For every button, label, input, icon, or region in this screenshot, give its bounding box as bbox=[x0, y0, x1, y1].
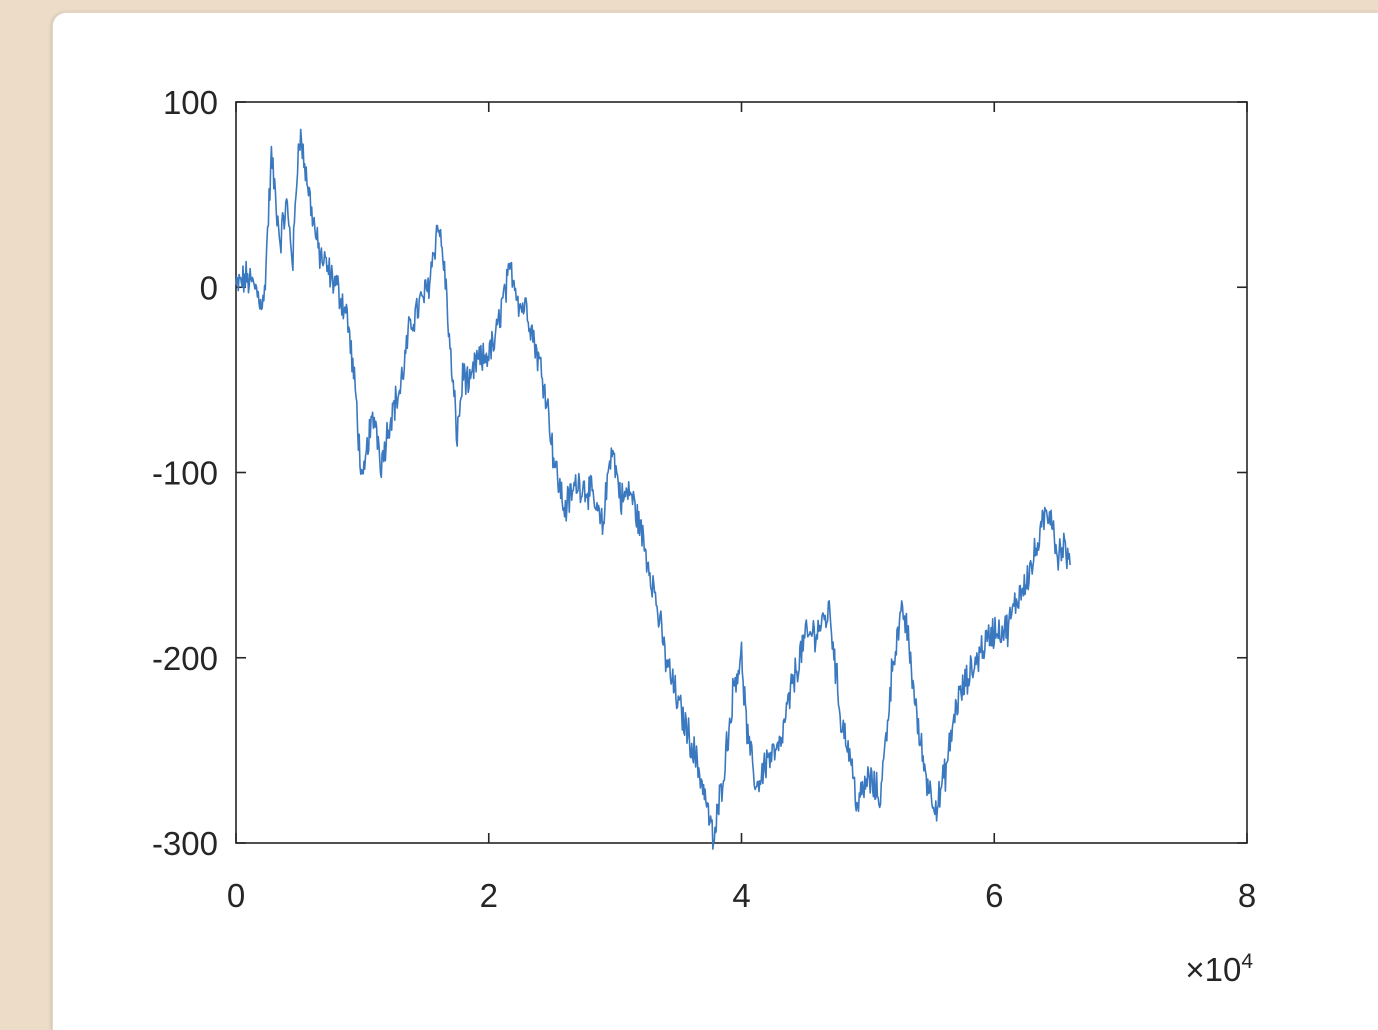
y-tick-label: 100 bbox=[163, 84, 218, 121]
x-axis-exponent-base: ×10 bbox=[1185, 951, 1241, 988]
x-tick-group: 0 2 4 6 8 bbox=[227, 102, 1256, 914]
data-series-line bbox=[235, 128, 1071, 850]
axes-box bbox=[235, 101, 1248, 844]
y-tick-group: 100 0 -100 -200 -300 bbox=[152, 84, 1247, 862]
y-tick-label: -100 bbox=[152, 455, 218, 492]
y-tick-label: -200 bbox=[152, 640, 218, 677]
x-tick-label: 8 bbox=[1238, 877, 1256, 914]
series-group bbox=[235, 128, 1071, 850]
x-tick-label: 4 bbox=[732, 877, 750, 914]
y-tick-label: -300 bbox=[152, 825, 218, 862]
x-tick-label: 0 bbox=[227, 877, 245, 914]
x-axis-exponent-power: 4 bbox=[1241, 950, 1253, 973]
y-tick-label: 0 bbox=[200, 269, 218, 306]
x-axis-exponent-label: ×104 bbox=[1185, 950, 1253, 988]
x-tick-label: 2 bbox=[480, 877, 498, 914]
x-tick-label: 6 bbox=[985, 877, 1003, 914]
